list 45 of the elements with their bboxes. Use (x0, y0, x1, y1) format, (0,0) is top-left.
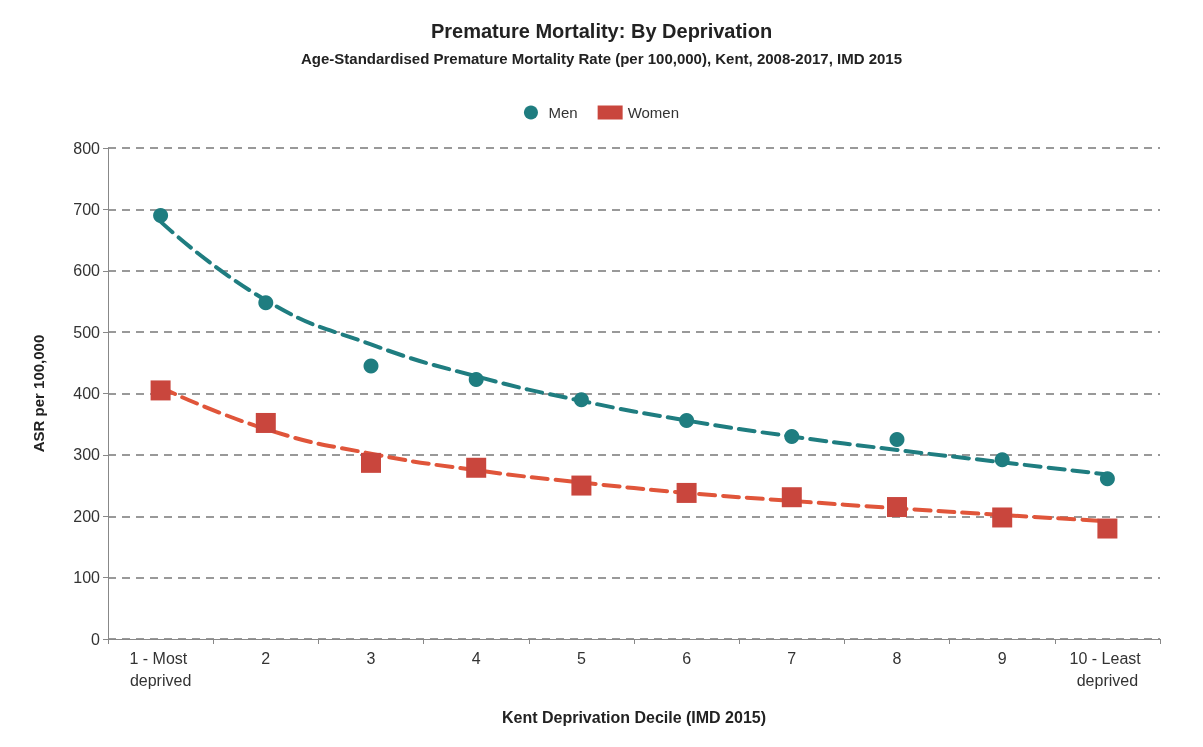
point (679, 413, 695, 428)
x-tick-label: 1 - Most deprived (129, 649, 192, 689)
x-tick-label: 8 (892, 649, 902, 667)
chart-title: Premature Mortality: By Deprivation (430, 20, 773, 42)
x-axis-title: Kent Deprivation Decile (IMD 2015) (501, 708, 767, 726)
point (363, 358, 379, 374)
legend-label: Men (548, 104, 578, 121)
y-tick-label: 100 (73, 569, 101, 587)
x-tick-label: 5 (576, 649, 586, 667)
x-tick-label: 2 (261, 649, 271, 667)
point (466, 457, 487, 478)
x-tick-label: 4 (471, 649, 481, 667)
point (784, 428, 800, 444)
chart-subtitle: Age-Standardised Premature Mortality Rate (per 100,000), Kent, 2008-2017, IMD 2015 (300, 50, 903, 67)
y-axis-title: ASR per 100,000 (30, 334, 47, 453)
point (573, 392, 589, 408)
point (1097, 518, 1118, 539)
point (781, 487, 802, 508)
y-tick-label: 500 (73, 323, 101, 341)
y-tick-label: 600 (73, 262, 101, 280)
y-tick-label: 300 (73, 446, 101, 464)
point (676, 482, 697, 503)
y-tick-label: 200 (73, 507, 101, 525)
y-tick-label: 800 (73, 139, 101, 157)
legend-label: Women (627, 104, 680, 121)
point (150, 380, 171, 401)
point (1099, 471, 1115, 487)
y-tick-label: 400 (73, 385, 101, 402)
point (889, 432, 905, 448)
point (887, 497, 907, 518)
y-tick-label: 700 (73, 200, 101, 218)
x-tick-label: 7 (787, 649, 797, 667)
point (255, 412, 276, 433)
point (994, 452, 1010, 468)
x-tick-label: 9 (997, 649, 1007, 667)
x-tick-label: 10 - Least deprived (1069, 649, 1146, 689)
x-tick-label: 6 (682, 649, 692, 667)
y-tick-label: 0 (91, 630, 101, 648)
point (468, 371, 484, 387)
point (361, 452, 381, 473)
point (153, 208, 169, 224)
point (992, 507, 1013, 528)
x-tick-label: 3 (366, 649, 376, 667)
point (571, 475, 592, 496)
point (258, 295, 274, 311)
